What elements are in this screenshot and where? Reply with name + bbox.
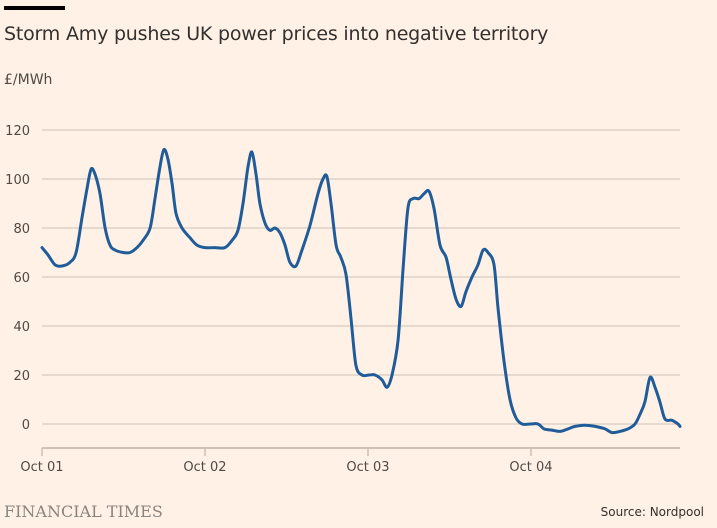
y-tick-label: 0	[22, 418, 30, 433]
series-line-uk-power-price	[40, 147, 682, 435]
x-tick-label: Oct 02	[183, 460, 226, 475]
y-tick-label: 20	[13, 369, 30, 384]
y-tick-label: 60	[13, 271, 30, 286]
source-note: Source: Nordpool	[600, 505, 704, 519]
financial-times-logo: FINANCIAL TIMES	[4, 502, 163, 521]
ft-top-rule	[4, 6, 65, 10]
x-axis: Oct 01 Oct 02 Oct 03 Oct 04	[20, 447, 680, 475]
x-tick-label: Oct 03	[346, 460, 389, 475]
y-tick-label: 120	[5, 124, 30, 139]
y-axis-ticks: 0 20 40 60 80 100 120	[5, 124, 30, 433]
y-tick-label: 40	[13, 320, 30, 335]
y-axis-unit-label: £/MWh	[4, 72, 53, 88]
x-tick-label: Oct 01	[20, 460, 63, 475]
series-layer	[40, 147, 682, 435]
y-tick-label: 80	[13, 222, 30, 237]
y-tick-label: 100	[5, 173, 30, 188]
chart-title: Storm Amy pushes UK power prices into ne…	[4, 23, 549, 45]
x-tick-label: Oct 04	[509, 460, 552, 475]
gridlines	[42, 129, 680, 425]
